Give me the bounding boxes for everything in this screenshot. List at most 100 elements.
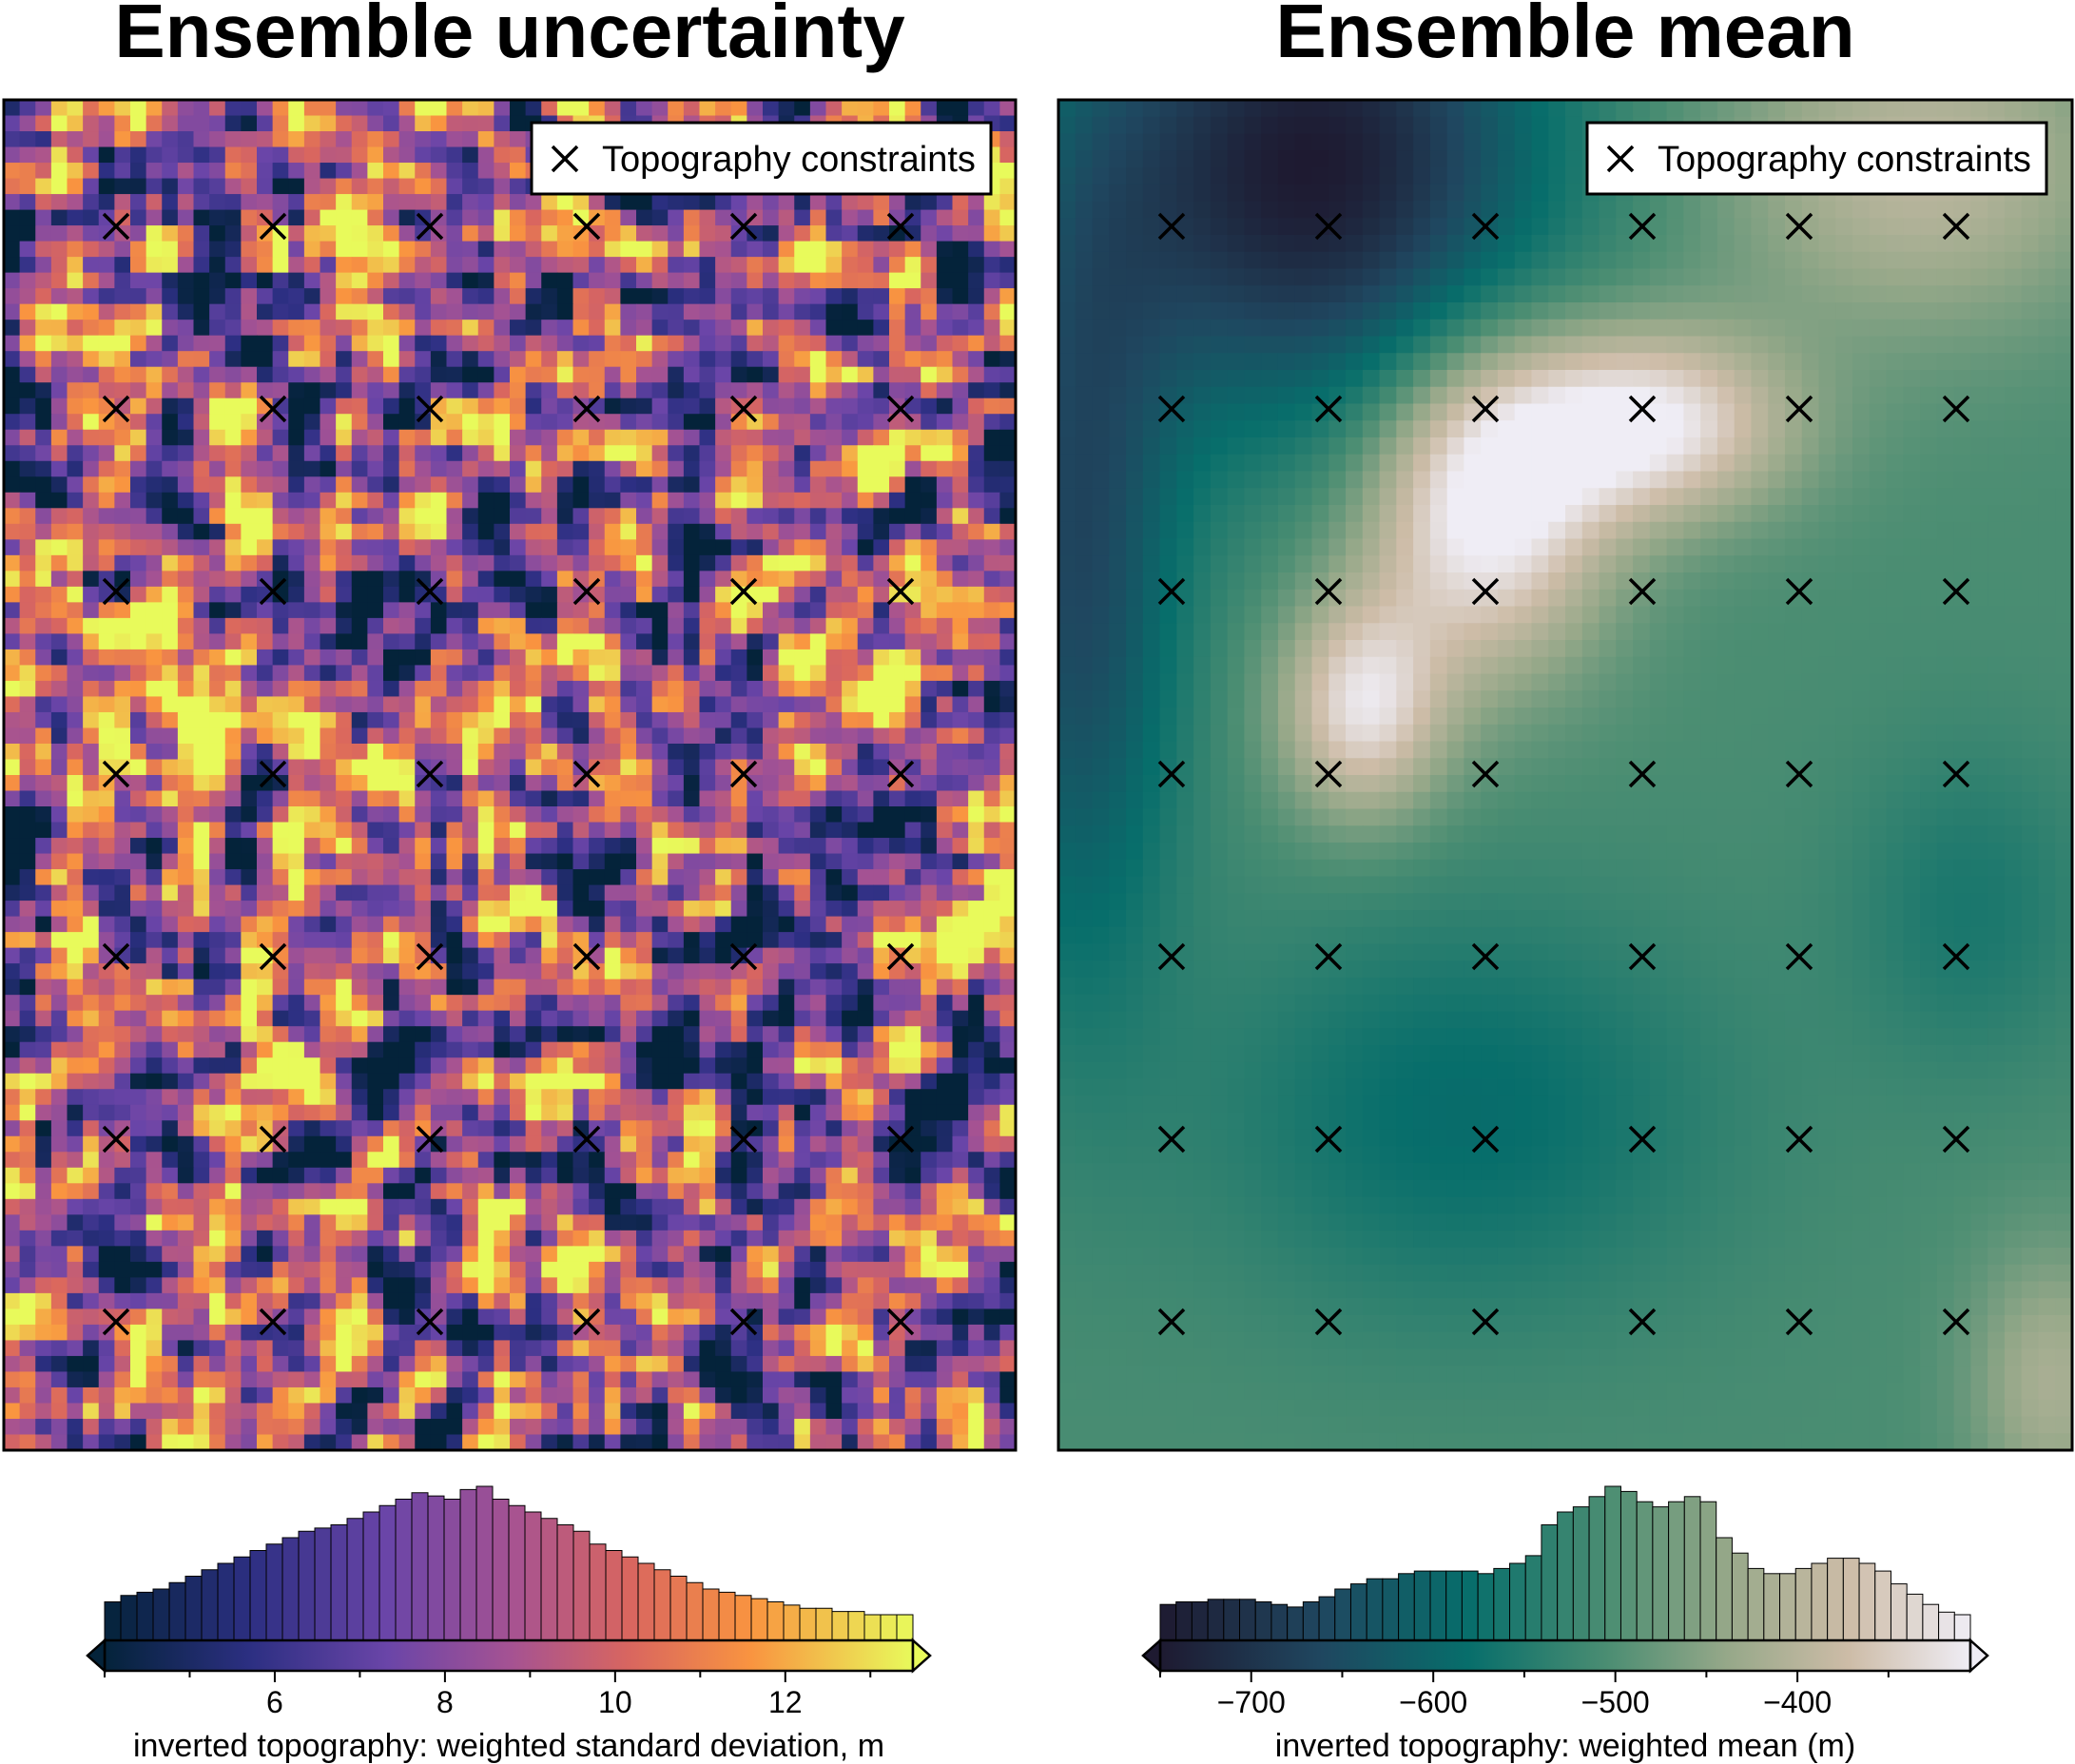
uncertainty-cell <box>35 1277 52 1294</box>
uncertainty-cell <box>241 445 258 462</box>
uncertainty-cell <box>162 1057 179 1075</box>
uncertainty-cell <box>303 241 321 258</box>
uncertainty-cell <box>730 429 747 446</box>
uncertainty-cell <box>19 1230 36 1247</box>
uncertainty-cell <box>699 539 716 556</box>
uncertainty-cell <box>446 775 463 792</box>
uncertainty-cell <box>842 649 859 667</box>
uncertainty-cell <box>83 853 100 870</box>
uncertainty-cell <box>952 727 969 745</box>
uncertainty-cell <box>747 602 764 619</box>
uncertainty-cell <box>952 1292 969 1309</box>
uncertainty-cell <box>177 382 195 399</box>
uncertainty-cell <box>651 523 669 540</box>
uncertainty-cell <box>241 1246 258 1263</box>
uncertainty-cell <box>320 1246 337 1263</box>
uncertainty-cell <box>842 838 859 855</box>
uncertainty-cell <box>999 743 1016 761</box>
uncertainty-cell <box>809 429 827 446</box>
uncertainty-cell <box>383 696 400 713</box>
uncertainty-cell <box>288 696 305 713</box>
uncertainty-cell <box>968 1292 985 1309</box>
uncertainty-cell <box>794 429 811 446</box>
uncertainty-cell <box>651 665 669 682</box>
uncertainty-cell <box>730 1104 747 1121</box>
uncertainty-cell <box>730 853 747 870</box>
uncertainty-cell <box>699 759 716 776</box>
uncertainty-cell <box>857 1198 874 1215</box>
uncertainty-cell <box>541 554 558 572</box>
uncertainty-cell <box>747 492 764 509</box>
uncertainty-cell <box>320 963 337 980</box>
uncertainty-cell <box>446 131 463 148</box>
uncertainty-cell <box>525 790 542 807</box>
uncertainty-cell <box>699 1057 716 1075</box>
uncertainty-cell <box>162 288 179 305</box>
uncertainty-cell <box>35 209 52 226</box>
uncertainty-cell <box>145 649 163 667</box>
uncertainty-cell <box>541 1167 558 1184</box>
uncertainty-cell <box>241 979 258 996</box>
uncertainty-cell <box>145 523 163 540</box>
uncertainty-cell <box>747 539 764 556</box>
uncertainty-cell <box>241 554 258 572</box>
uncertainty-cell <box>668 932 685 949</box>
uncertainty-cell <box>430 539 448 556</box>
uncertainty-cell <box>620 1152 637 1169</box>
uncertainty-cell <box>288 806 305 824</box>
uncertainty-cell <box>510 1214 527 1231</box>
uncertainty-cell <box>288 209 305 226</box>
uncertainty-cell <box>889 932 906 949</box>
uncertainty-cell <box>477 429 495 446</box>
uncertainty-cell <box>747 523 764 540</box>
uncertainty-cell <box>921 1073 938 1090</box>
uncertainty-cell <box>336 554 353 572</box>
uncertainty-cell <box>636 1152 653 1169</box>
uncertainty-cell <box>668 335 685 352</box>
uncertainty-cell <box>494 335 511 352</box>
uncertainty-cell <box>873 523 890 540</box>
uncertainty-cell <box>715 320 732 337</box>
uncertainty-cell <box>494 1261 511 1278</box>
uncertainty-cell <box>620 790 637 807</box>
uncertainty-cell <box>699 1120 716 1137</box>
uncertainty-cell <box>809 397 827 415</box>
uncertainty-cell <box>778 1214 795 1231</box>
uncertainty-cell <box>162 1104 179 1121</box>
uncertainty-cell <box>224 1261 242 1278</box>
uncertainty-cell <box>541 1308 558 1326</box>
uncertainty-cell <box>778 241 795 258</box>
uncertainty-cell <box>699 1152 716 1169</box>
uncertainty-cell <box>4 680 21 698</box>
uncertainty-cell <box>288 1026 305 1043</box>
uncertainty-cell <box>288 1010 305 1027</box>
uncertainty-cell <box>541 901 558 918</box>
uncertainty-cell <box>19 571 36 588</box>
uncertainty-cell <box>50 194 68 211</box>
uncertainty-cell <box>4 460 21 477</box>
uncertainty-cell <box>510 1135 527 1153</box>
uncertainty-cell <box>999 1230 1016 1247</box>
uncertainty-cell <box>336 586 353 603</box>
uncertainty-cell <box>257 696 274 713</box>
uncertainty-cell <box>494 884 511 901</box>
uncertainty-cell <box>177 225 195 242</box>
uncertainty-cell <box>794 1292 811 1309</box>
uncertainty-cell <box>130 932 147 949</box>
uncertainty-cell <box>19 963 36 980</box>
uncertainty-cell <box>177 460 195 477</box>
uncertainty-cell <box>873 351 890 368</box>
uncertainty-cell <box>889 539 906 556</box>
uncertainty-cell <box>320 272 337 289</box>
uncertainty-cell <box>651 554 669 572</box>
uncertainty-cell <box>162 743 179 761</box>
uncertainty-cell <box>224 445 242 462</box>
uncertainty-cell <box>556 429 574 446</box>
uncertainty-cell <box>763 617 780 634</box>
uncertainty-cell <box>999 884 1016 901</box>
uncertainty-cell <box>904 460 921 477</box>
uncertainty-cell <box>67 586 84 603</box>
uncertainty-cell <box>983 775 1000 792</box>
uncertainty-cell <box>19 869 36 886</box>
uncertainty-cell <box>921 617 938 634</box>
